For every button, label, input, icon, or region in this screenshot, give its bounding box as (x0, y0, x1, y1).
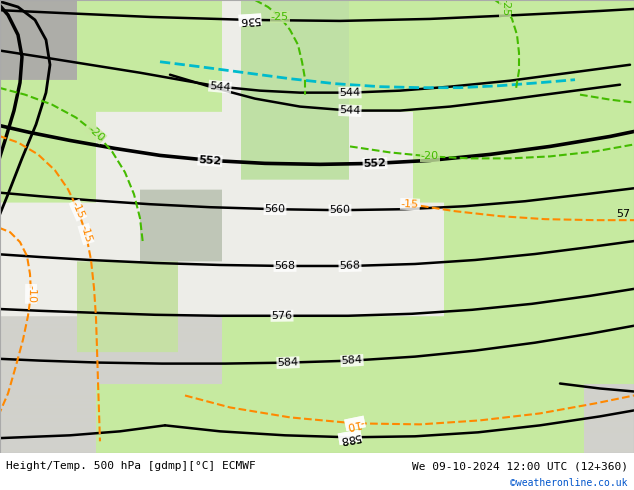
Text: -10: -10 (26, 285, 36, 303)
Text: -20: -20 (86, 123, 106, 143)
Text: We 09-10-2024 12:00 UTC (12+360): We 09-10-2024 12:00 UTC (12+360) (411, 461, 628, 471)
Text: 536: 536 (239, 14, 261, 25)
Text: 552: 552 (198, 154, 222, 166)
Text: 588: 588 (339, 431, 361, 444)
Text: 57: 57 (616, 209, 630, 219)
Text: -25: -25 (271, 12, 289, 22)
Text: 576: 576 (271, 311, 293, 321)
Text: 560: 560 (330, 205, 351, 215)
Text: 560: 560 (264, 204, 285, 214)
Text: 568: 568 (275, 261, 295, 271)
Text: 568: 568 (339, 261, 361, 271)
Text: 584: 584 (277, 357, 299, 368)
Text: 552: 552 (363, 158, 387, 169)
Text: 544: 544 (339, 87, 361, 98)
Text: 544: 544 (209, 81, 231, 93)
Text: -15: -15 (70, 200, 86, 220)
Text: 544: 544 (339, 105, 361, 116)
Text: ©weatheronline.co.uk: ©weatheronline.co.uk (510, 478, 628, 489)
Text: 588: 588 (339, 431, 361, 444)
Text: -10: -10 (345, 416, 365, 430)
Text: 536: 536 (239, 14, 261, 25)
Text: -15: -15 (79, 224, 93, 244)
Text: 584: 584 (341, 355, 363, 366)
Text: -15: -15 (401, 199, 419, 210)
Text: Height/Temp. 500 hPa [gdmp][°C] ECMWF: Height/Temp. 500 hPa [gdmp][°C] ECMWF (6, 461, 256, 471)
Text: -10: -10 (345, 416, 365, 430)
Text: -25: -25 (500, 0, 510, 16)
Text: -20: -20 (421, 151, 439, 161)
